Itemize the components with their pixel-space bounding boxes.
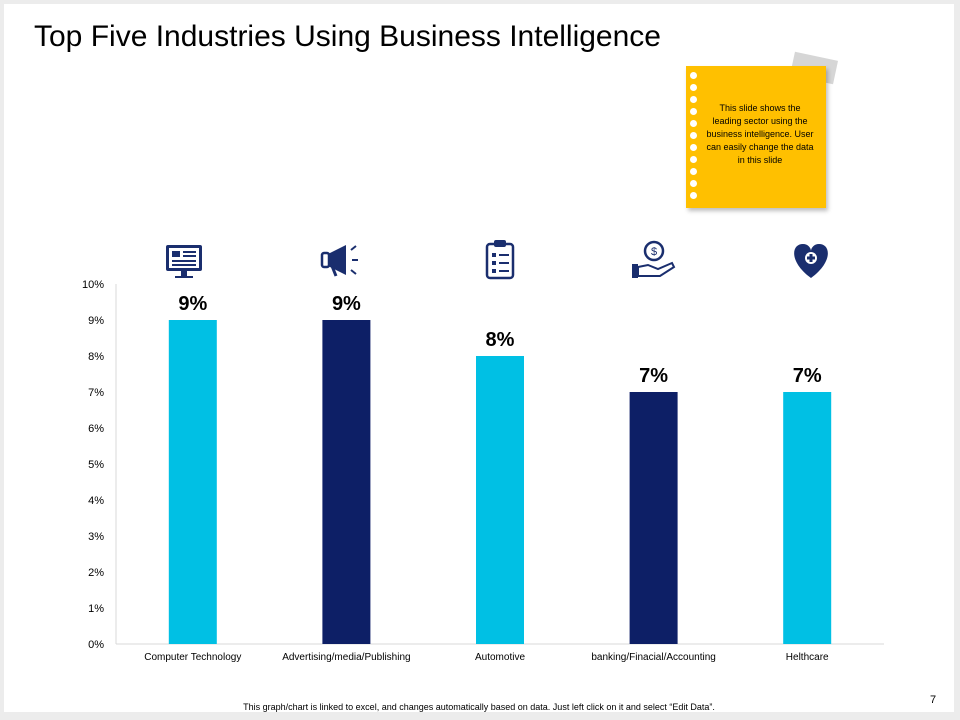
x-tick-label: Advertising/media/Publishing bbox=[282, 652, 410, 663]
x-axis-labels: Computer Technology Advertising/media/Pub… bbox=[144, 652, 829, 663]
y-tick-label: 6% bbox=[88, 423, 104, 435]
data-label: 7% bbox=[793, 365, 822, 387]
clipboard-checklist-icon bbox=[485, 240, 515, 280]
x-tick-label: Computer Technology bbox=[144, 652, 241, 663]
y-tick-label: 1% bbox=[88, 603, 104, 615]
bar-chart[interactable]: $ 0% 1% 2% 3% 4% 5% 6% 7% 8% 9% 10% 9% 9% 8% 7% 7% Com… bbox=[4, 4, 954, 712]
data-label: 7% bbox=[639, 365, 668, 387]
y-tick-label: 9% bbox=[88, 315, 104, 327]
x-tick-label: banking/Finacial/Accounting bbox=[591, 652, 716, 663]
computer-monitor-icon bbox=[166, 245, 202, 278]
y-tick-label: 3% bbox=[88, 531, 104, 543]
y-tick-label: 0% bbox=[88, 639, 104, 651]
bar[interactable] bbox=[476, 356, 524, 644]
data-label: 9% bbox=[178, 293, 207, 315]
slide-title: Top Five Industries Using Business Intel… bbox=[34, 20, 661, 53]
hand-holding-money-icon: $ bbox=[632, 240, 676, 278]
data-labels: 9% 9% 8% 7% 7% bbox=[178, 293, 822, 387]
data-label: 9% bbox=[332, 293, 361, 315]
sticky-note: This slide shows the leading sector usin… bbox=[686, 66, 826, 208]
bar[interactable] bbox=[783, 392, 832, 644]
slide: Top Five Industries Using Business Intel… bbox=[4, 4, 954, 712]
x-tick-label: Automotive bbox=[475, 652, 525, 663]
y-tick-label: 4% bbox=[88, 495, 104, 507]
page-number: 7 bbox=[930, 694, 937, 706]
bars bbox=[168, 320, 832, 644]
y-tick-label: 10% bbox=[82, 279, 104, 291]
heart-health-icon bbox=[794, 244, 828, 278]
y-axis-ticks: 0% 1% 2% 3% 4% 5% 6% 7% 8% 9% 10% bbox=[82, 279, 104, 651]
bar[interactable] bbox=[629, 392, 678, 644]
note-binding-holes bbox=[690, 72, 700, 204]
data-label: 8% bbox=[486, 329, 515, 351]
footer-note: This graph/chart is linked to excel, and… bbox=[243, 702, 715, 712]
y-tick-label: 2% bbox=[88, 567, 104, 579]
megaphone-icon bbox=[320, 245, 358, 277]
bar[interactable] bbox=[168, 320, 217, 644]
bar[interactable] bbox=[322, 320, 371, 644]
y-tick-label: 5% bbox=[88, 459, 104, 471]
y-tick-label: 8% bbox=[88, 351, 104, 363]
note-text: This slide shows the leading sector usin… bbox=[706, 103, 814, 165]
svg-text:$: $ bbox=[651, 246, 657, 258]
y-tick-label: 7% bbox=[88, 387, 104, 399]
x-tick-label: Helthcare bbox=[786, 652, 829, 663]
